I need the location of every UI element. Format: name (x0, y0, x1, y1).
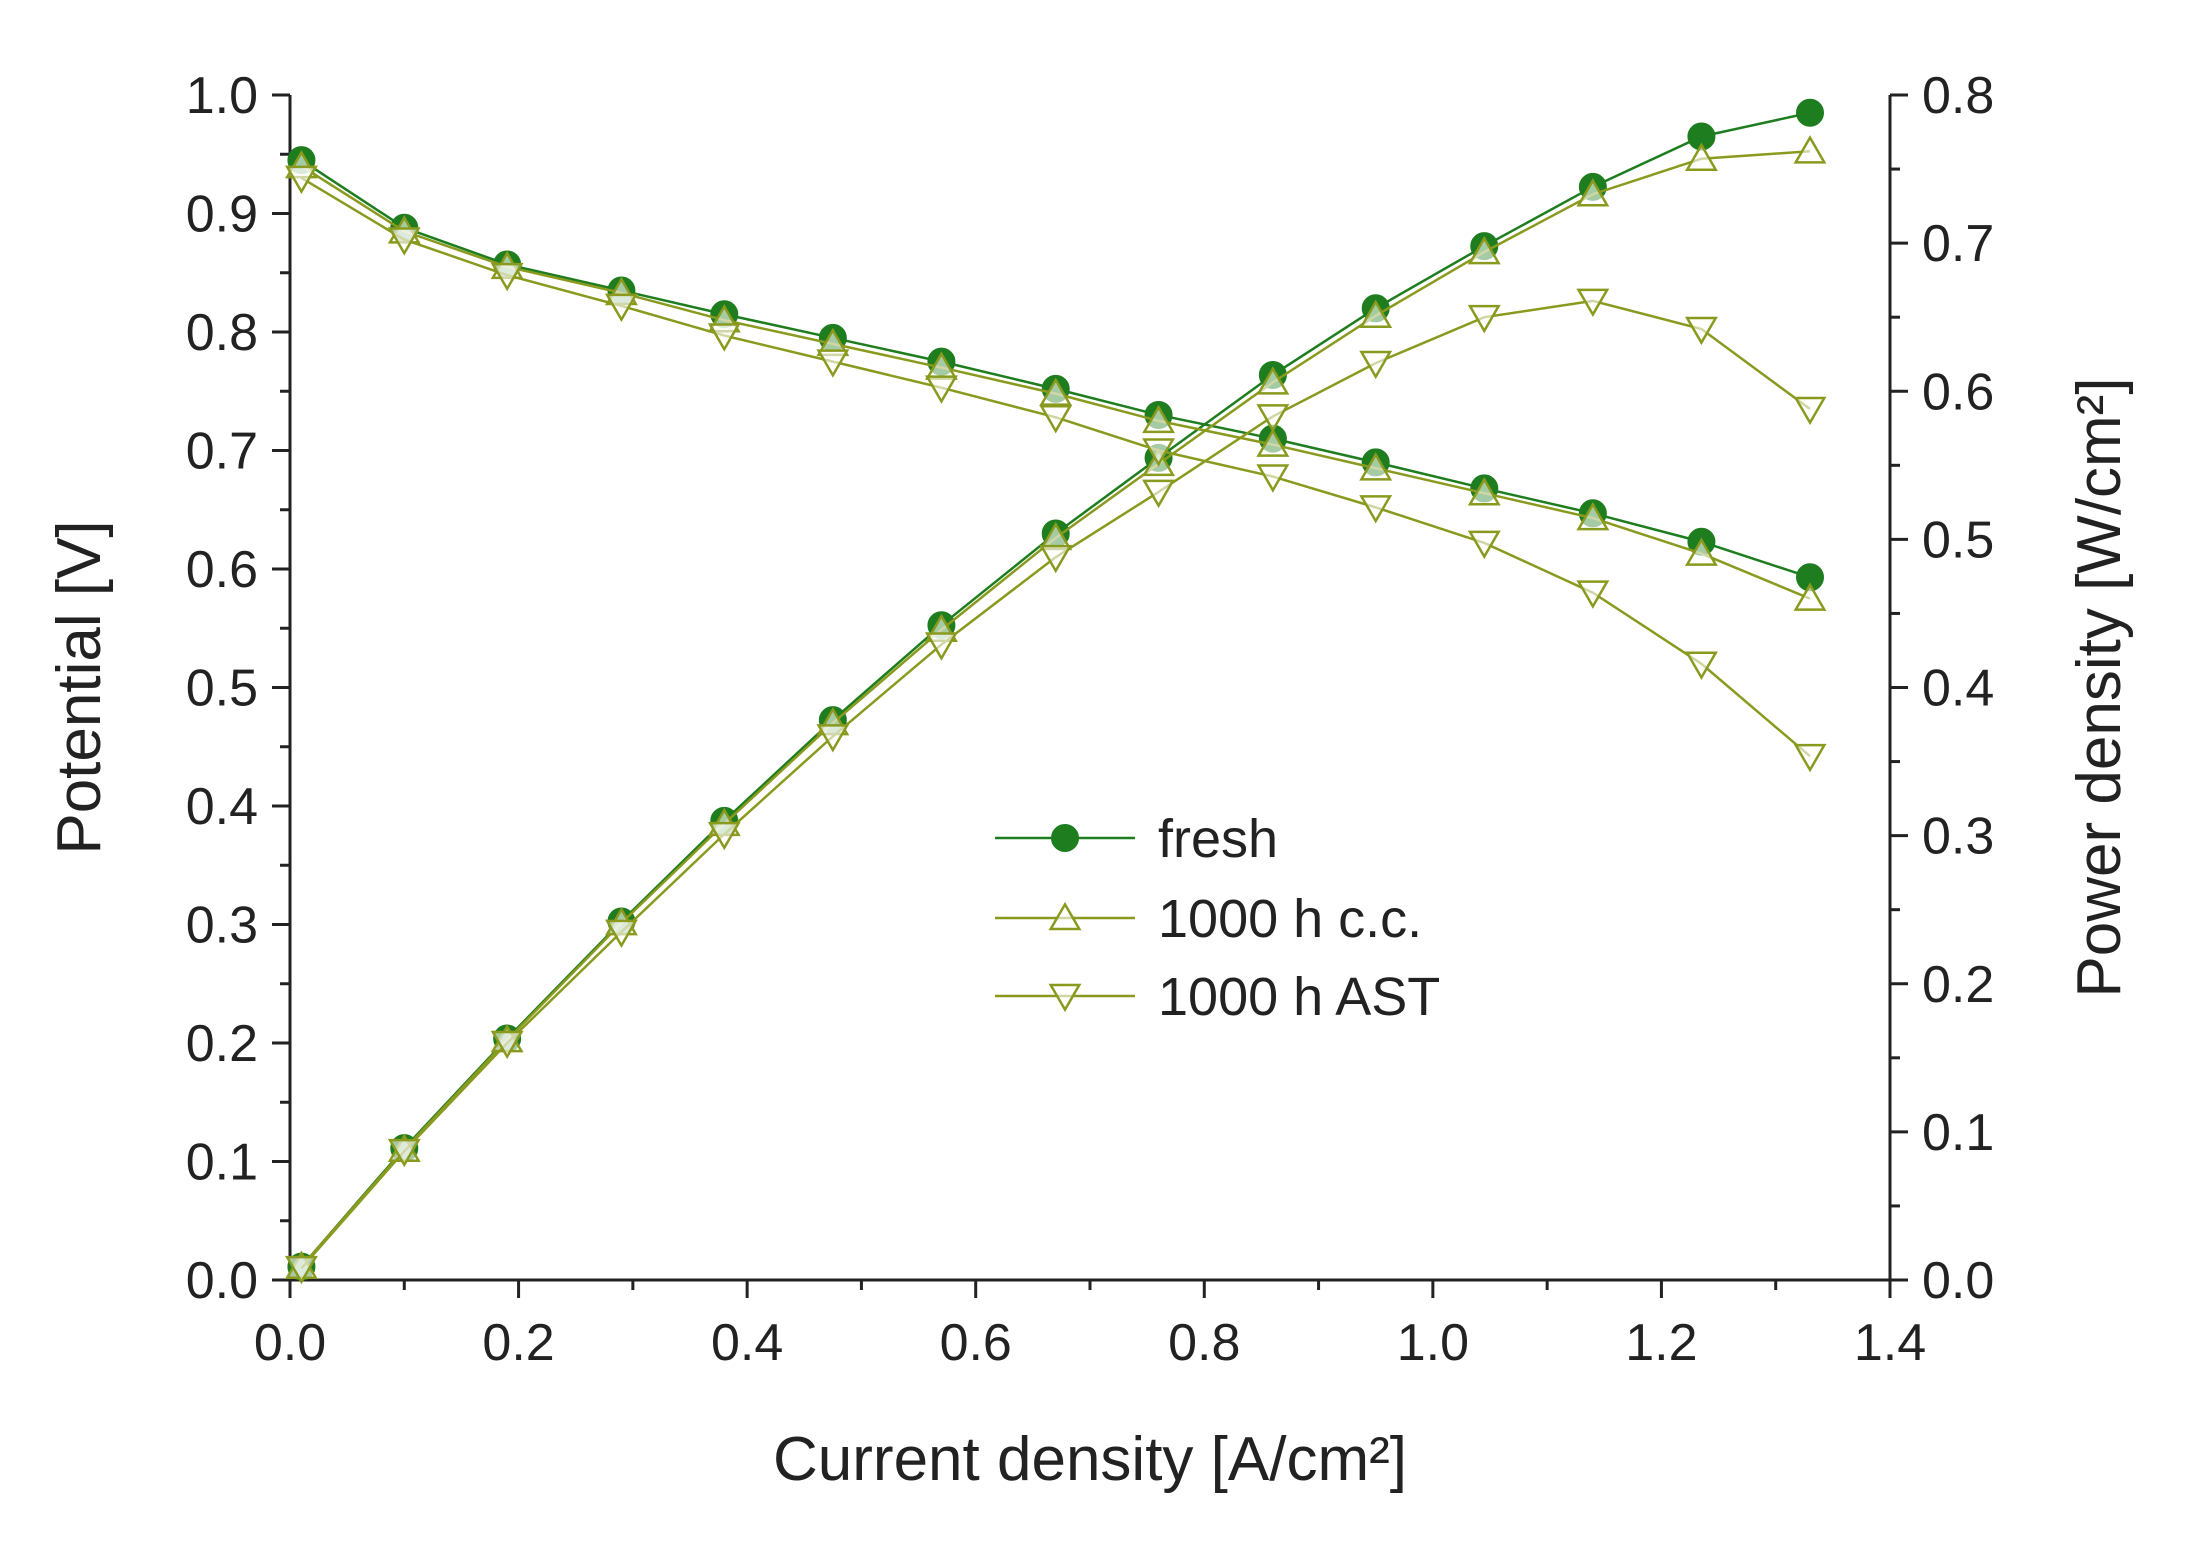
power-point (1359, 299, 1393, 329)
x-tick-label: 1.0 (1397, 1314, 1469, 1372)
legend-item-1000h-ast: 1000 h AST (995, 967, 1440, 1027)
y-right-tick-label: 0.1 (1922, 1104, 1994, 1162)
power-point (1256, 404, 1290, 433)
x-tick-label: 0.4 (711, 1314, 783, 1372)
x-tick-label: 0.0 (254, 1314, 326, 1372)
legend-label: 1000 h AST (1158, 967, 1440, 1027)
power-point (1359, 350, 1393, 380)
power-point (1684, 142, 1718, 171)
legend-label: fresh (1158, 809, 1278, 869)
y-right-tick-label: 0.8 (1922, 67, 1994, 125)
power-point (1576, 288, 1610, 318)
potential-point (1793, 743, 1827, 773)
power-point (1467, 304, 1501, 334)
x-tick-label: 1.4 (1854, 1314, 1926, 1372)
y-axis-right-title: Power density [W/cm²] (2065, 377, 2134, 997)
potential-point (1467, 530, 1501, 560)
power-point (924, 632, 958, 661)
power-point (816, 724, 850, 753)
power-point (1796, 98, 1824, 127)
y-left-tick-label: 0.6 (186, 541, 258, 599)
potential-point (1359, 495, 1393, 524)
power-point (1039, 544, 1073, 574)
y-right-tick-label: 0.6 (1922, 363, 1994, 421)
legend-item-1000h-cc: 1000 h c.c. (995, 889, 1422, 949)
y-left-tick-label: 0.9 (186, 186, 258, 244)
series-2 (284, 165, 1827, 1285)
power-point (1142, 479, 1176, 509)
legend-marker (1048, 901, 1082, 931)
potential-point (1039, 377, 1073, 406)
legend-label: 1000 h c.c. (1158, 889, 1422, 949)
y-right-tick-label: 0.0 (1922, 1252, 1994, 1310)
y-axis-left: 0.0 0.1 0.2 0.3 0.4 0.5 0.6 0.7 0.8 0.9 1.0 (186, 67, 290, 1310)
potential-point (707, 323, 741, 352)
y-left-tick-label: 0.3 (186, 897, 258, 955)
y-axis-left-title: Potential [V] (45, 520, 114, 854)
y-left-tick-label: 0.5 (186, 660, 258, 718)
series-layer (284, 98, 1827, 1285)
potential-point (1142, 438, 1176, 467)
legend-marker (1051, 824, 1079, 852)
potential-point (1576, 501, 1610, 531)
y-right-tick-label: 0.5 (1922, 511, 1994, 569)
potential-point (1039, 405, 1073, 434)
x-tick-label: 0.6 (940, 1314, 1012, 1372)
y-left-tick-label: 0.4 (186, 778, 258, 836)
power-point (1793, 396, 1827, 426)
potential-point (924, 375, 958, 404)
y-axis-right: 0.0 0.1 0.2 0.3 0.4 0.5 0.6 0.7 0.8 (1890, 67, 1994, 1310)
potential-point (1467, 477, 1501, 506)
potential-point (1256, 428, 1290, 457)
legend-marker-shape (1051, 824, 1079, 852)
x-tick-label: 0.8 (1168, 1314, 1240, 1372)
legend: fresh 1000 h c.c. 1000 h AST (995, 809, 1440, 1027)
potential-point (1142, 404, 1176, 434)
power-point (1793, 135, 1827, 164)
legend-marker (1048, 983, 1082, 1013)
power-point (1467, 235, 1501, 265)
power-curve (300, 111, 1811, 1268)
potential-point (387, 227, 421, 256)
legend-marker-shape (1048, 901, 1082, 931)
y-left-tick-label: 0.2 (186, 1015, 258, 1073)
potential-curve (300, 176, 1811, 758)
power-point (707, 821, 741, 851)
y-right-tick-label: 0.2 (1922, 956, 1994, 1014)
y-left-tick-label: 0.1 (186, 1134, 258, 1192)
power-curve (300, 299, 1811, 1269)
power-point (604, 919, 638, 949)
power-curve (300, 150, 1811, 1268)
power-point (1256, 366, 1290, 395)
legend-marker-shape (1048, 983, 1082, 1013)
x-axis-title: Current density [A/cm²] (773, 1425, 1407, 1494)
potential-point (816, 349, 850, 378)
potential-point (284, 165, 318, 195)
potential-point (1359, 452, 1393, 481)
legend-item-fresh: fresh (995, 809, 1278, 869)
potential-point (604, 293, 638, 323)
y-left-tick-label: 0.7 (186, 423, 258, 481)
y-left-tick-label: 0.8 (186, 304, 258, 362)
potential-point (1793, 582, 1827, 611)
power-point (387, 1138, 421, 1168)
y-right-tick-label: 0.4 (1922, 660, 1994, 718)
potential-point (1684, 537, 1718, 566)
power-point (1576, 178, 1610, 207)
power-point (284, 1255, 318, 1285)
potential-point (1256, 464, 1290, 493)
x-tick-label: 1.2 (1625, 1314, 1697, 1372)
potential-point (490, 262, 524, 292)
y-right-tick-label: 0.3 (1922, 808, 1994, 866)
power-point (490, 1030, 524, 1060)
x-axis: 0.0 0.2 0.4 0.6 0.8 1.0 1.2 1.4 (254, 1280, 1926, 1372)
y-left-tick-label: 0.0 (186, 1252, 258, 1310)
potential-point (1576, 580, 1610, 609)
x-tick-label: 0.2 (482, 1314, 554, 1372)
y-right-tick-label: 0.7 (1922, 215, 1994, 273)
potential-point (1684, 651, 1718, 680)
y-left-tick-label: 1.0 (186, 67, 258, 125)
power-point (1684, 316, 1718, 346)
